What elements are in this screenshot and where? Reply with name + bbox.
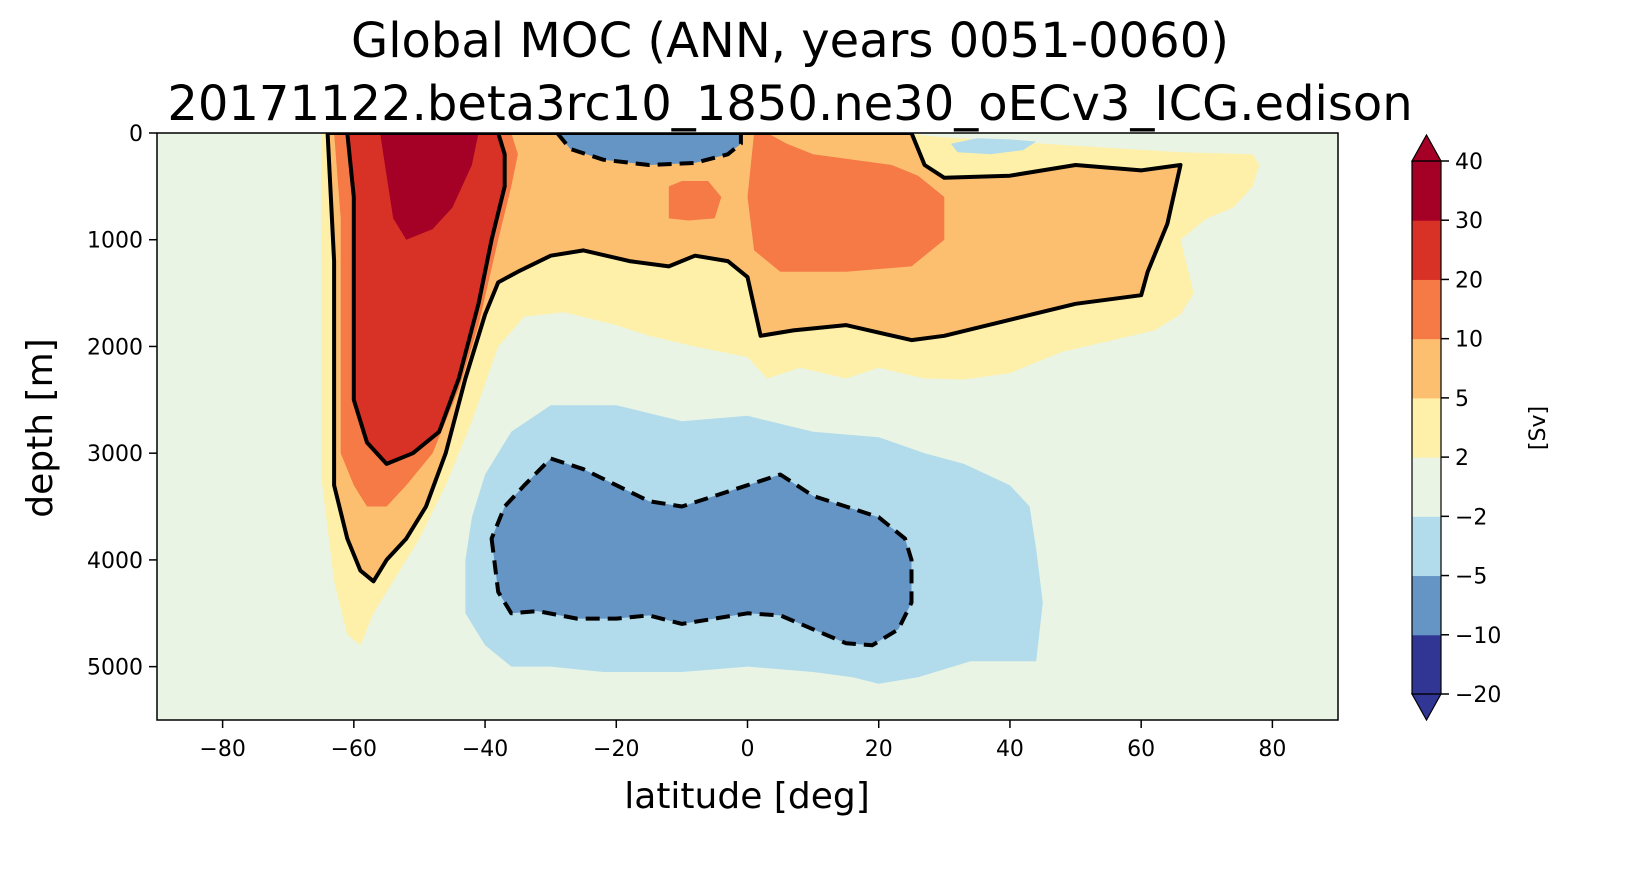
x-tick-label: −80 bbox=[199, 737, 245, 762]
colorbar-frame bbox=[1411, 160, 1442, 695]
y-tick-label: 1000 bbox=[87, 229, 143, 254]
colorbar-tick-label: −5 bbox=[1455, 565, 1487, 590]
colorbar-segment bbox=[1412, 279, 1441, 340]
x-tick-label: 20 bbox=[865, 737, 893, 762]
x-tick-label: −20 bbox=[593, 737, 639, 762]
colorbar-segment bbox=[1412, 338, 1441, 399]
colorbar-segment bbox=[1412, 634, 1441, 695]
colorbar-segment bbox=[1412, 220, 1441, 280]
colorbar-tick-label: 20 bbox=[1455, 268, 1483, 293]
x-tick-label: 60 bbox=[1127, 737, 1155, 762]
colorbar-tick-label: −20 bbox=[1455, 683, 1501, 708]
x-tick-label: 80 bbox=[1258, 737, 1286, 762]
contour-fill-region bbox=[950, 138, 1037, 155]
chart-subtitle: 20171122.beta3rc10_1850.ne30_oECv3_ICG.e… bbox=[167, 76, 1413, 132]
colorbar-label: [Sv] bbox=[1526, 406, 1551, 450]
colorbar-extend-high bbox=[1410, 133, 1443, 162]
y-tick-label: 4000 bbox=[87, 549, 143, 574]
x-axis-label: latitude [deg] bbox=[624, 776, 870, 817]
colorbar-tick-label: 40 bbox=[1455, 150, 1483, 175]
x-tick-label: −60 bbox=[331, 737, 377, 762]
y-tick-label: 5000 bbox=[87, 656, 143, 681]
contour-fill-region bbox=[491, 458, 912, 646]
colorbar-segment bbox=[1412, 161, 1441, 221]
x-tick-label: 40 bbox=[996, 737, 1024, 762]
contour-fill-region bbox=[747, 133, 945, 272]
x-tick-label: −40 bbox=[462, 737, 508, 762]
contour-fill-region bbox=[327, 133, 1181, 582]
y-axis-label: depth [m] bbox=[20, 338, 61, 517]
colorbar-tick-label: 5 bbox=[1455, 387, 1469, 412]
colorbar-segment bbox=[1412, 516, 1441, 577]
colorbar-tick-label: −2 bbox=[1455, 505, 1487, 530]
colorbar-segment bbox=[1412, 397, 1441, 458]
contour-line bbox=[325, 133, 1183, 584]
contour-fill-region bbox=[347, 133, 505, 464]
contour-fill-region bbox=[557, 133, 741, 165]
contour-line bbox=[555, 133, 743, 167]
y-tick-label: 3000 bbox=[87, 442, 143, 467]
y-tick-label: 0 bbox=[129, 122, 143, 147]
colorbar-tick-label: 30 bbox=[1455, 209, 1483, 234]
x-tick-label: 0 bbox=[741, 737, 755, 762]
contour-fill-region bbox=[668, 181, 722, 221]
y-tick-label: 2000 bbox=[87, 335, 143, 360]
colorbar-tick-label: 2 bbox=[1455, 446, 1469, 471]
contour-line bbox=[345, 133, 507, 466]
chart-title: Global MOC (ANN, years 0051-0060) bbox=[351, 13, 1229, 69]
colorbar-segment bbox=[1412, 457, 1441, 517]
colorbar-tick-label: −10 bbox=[1455, 624, 1501, 649]
contour-line bbox=[489, 456, 914, 648]
contour-fill-region bbox=[380, 133, 479, 240]
colorbar-tick-label: 10 bbox=[1455, 328, 1483, 353]
colorbar-extend-low bbox=[1410, 693, 1443, 722]
colorbar-segment bbox=[1412, 575, 1441, 636]
